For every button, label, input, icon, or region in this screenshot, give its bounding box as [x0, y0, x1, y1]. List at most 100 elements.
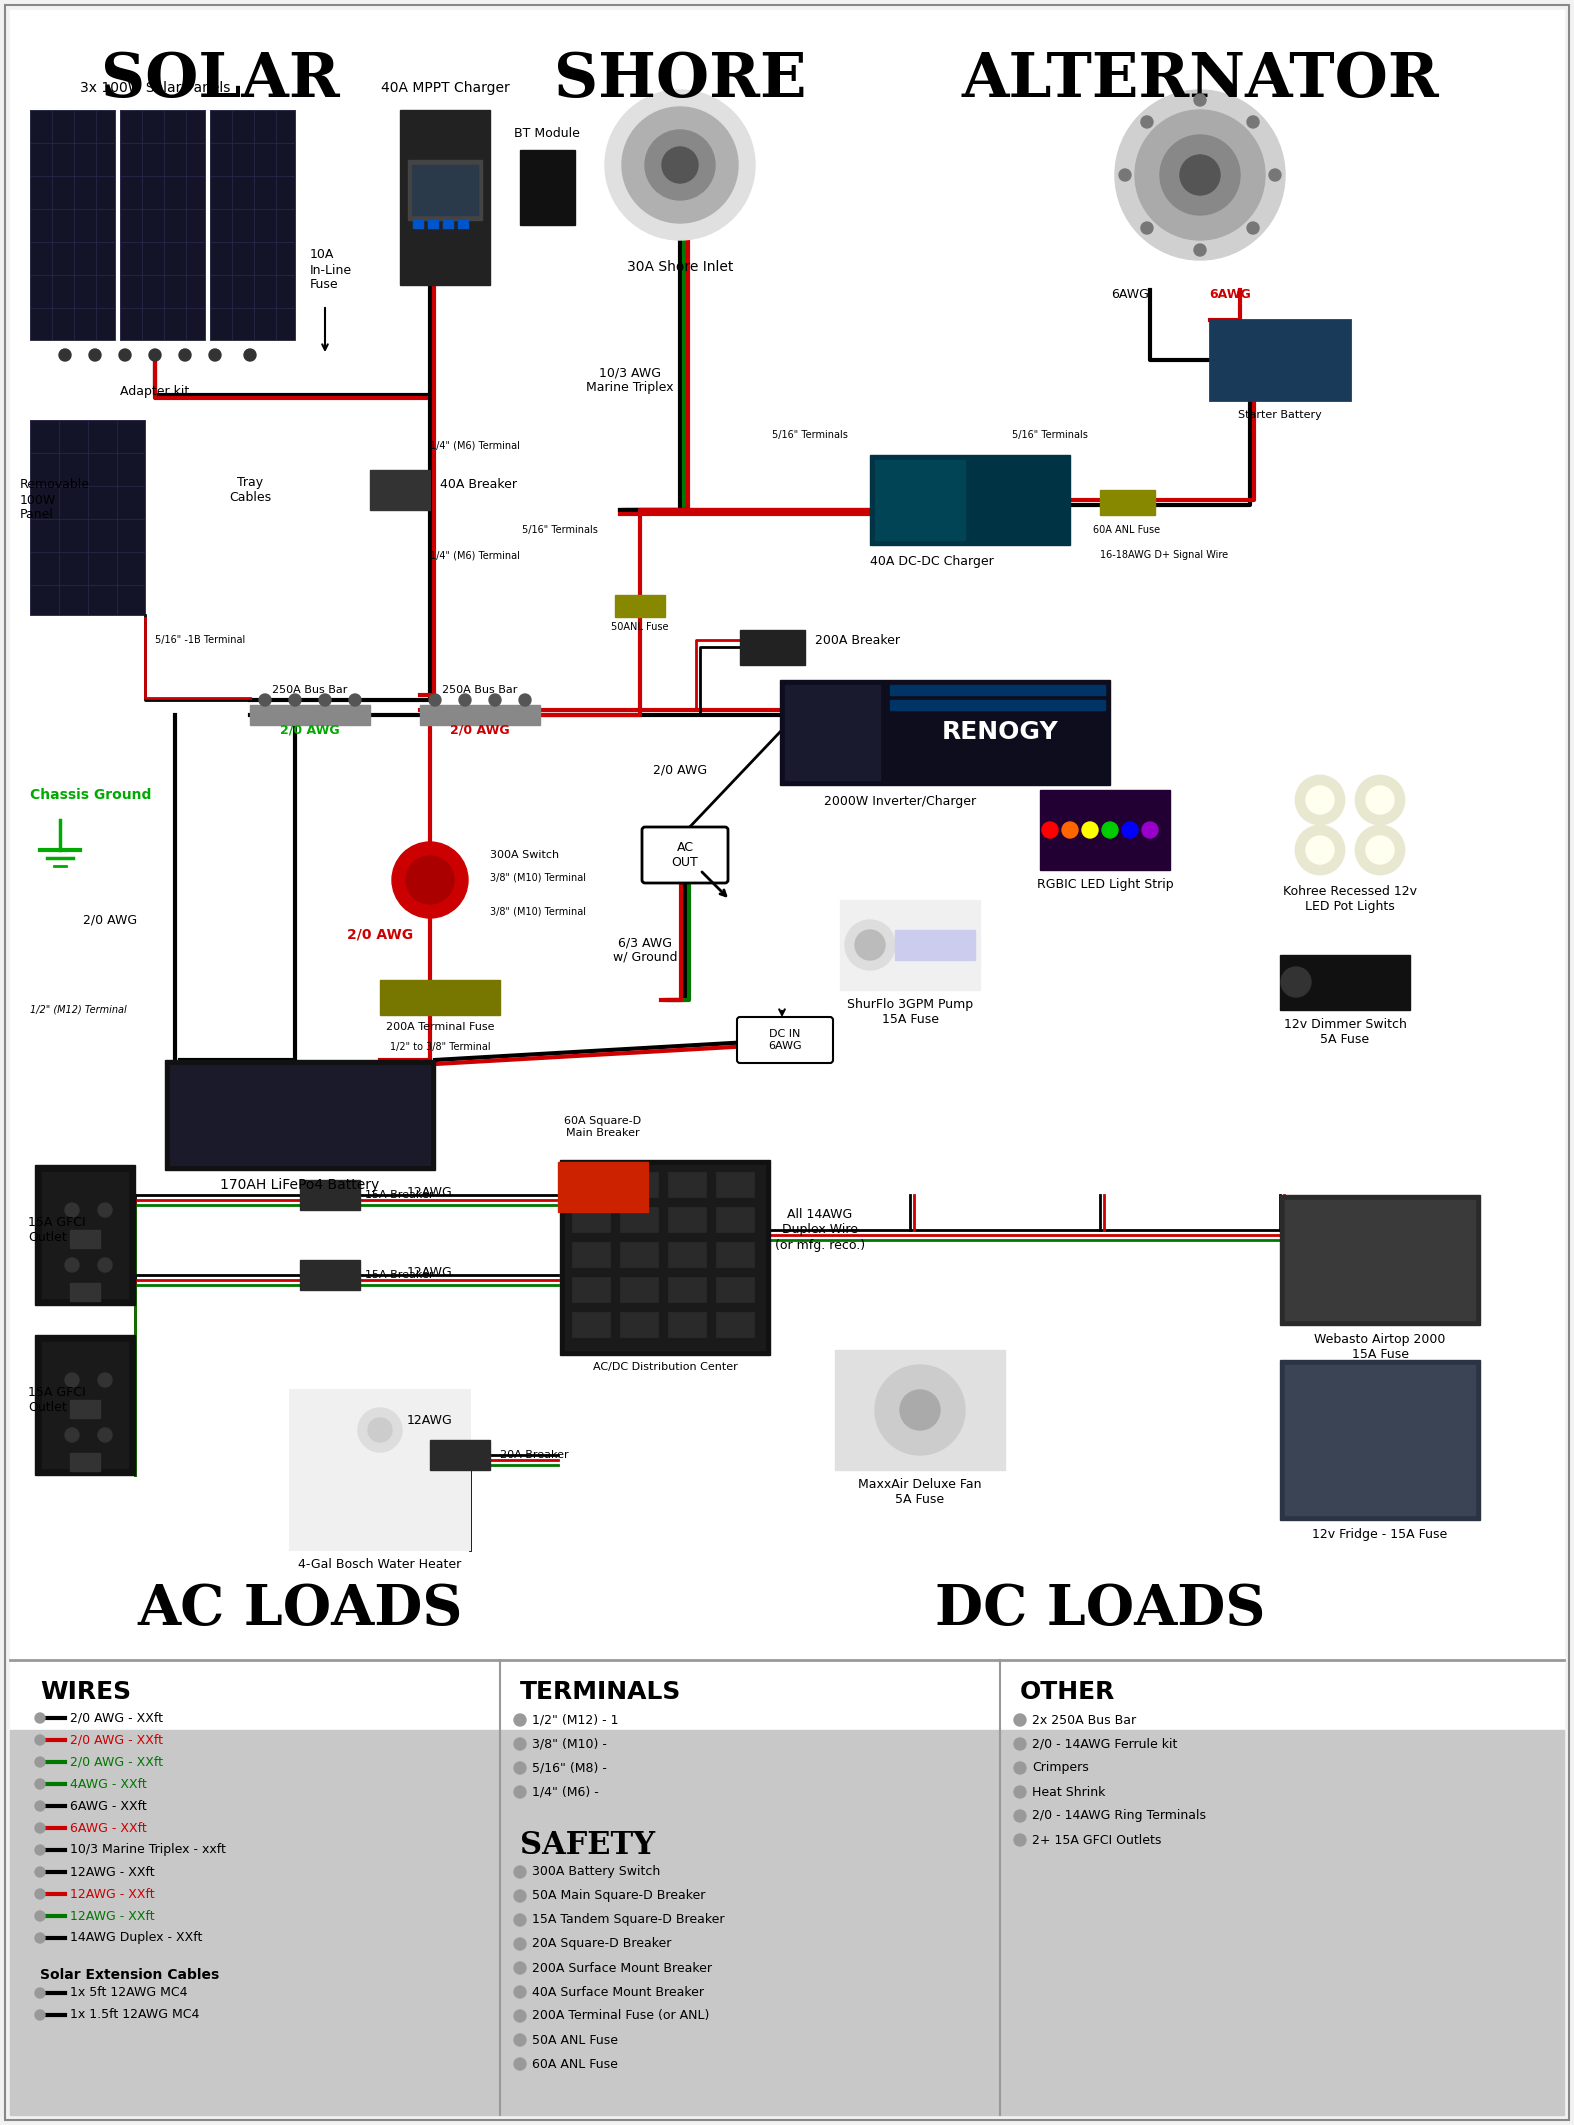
Circle shape — [357, 1409, 401, 1451]
Bar — [620, 1311, 658, 1337]
Circle shape — [35, 1757, 46, 1768]
Bar — [428, 221, 438, 227]
Text: 170AH LiFePo4 Battery: 170AH LiFePo4 Battery — [220, 1177, 379, 1192]
Circle shape — [1143, 822, 1158, 837]
Circle shape — [645, 130, 715, 200]
Text: 10/3 AWG
Marine Triplex: 10/3 AWG Marine Triplex — [586, 365, 674, 393]
Bar — [69, 1230, 101, 1247]
Circle shape — [1114, 89, 1284, 259]
Text: 5/16" Terminals: 5/16" Terminals — [1012, 429, 1088, 440]
Bar — [1100, 491, 1155, 514]
Bar — [9, 1730, 1565, 2114]
Circle shape — [855, 931, 885, 960]
Text: 1/2" (M12) - 1: 1/2" (M12) - 1 — [532, 1713, 619, 1726]
Text: 2/0 - 14AWG Ferrule kit: 2/0 - 14AWG Ferrule kit — [1033, 1738, 1177, 1751]
Bar — [69, 1454, 101, 1470]
Circle shape — [1160, 136, 1240, 215]
Bar — [716, 1173, 754, 1196]
Text: 2/0 AWG: 2/0 AWG — [83, 914, 137, 926]
Circle shape — [515, 1938, 526, 1951]
Bar — [430, 1441, 490, 1470]
Text: Crimpers: Crimpers — [1033, 1762, 1089, 1774]
Text: Webasto Airtop 2000
15A Fuse: Webasto Airtop 2000 15A Fuse — [1314, 1332, 1445, 1360]
Text: 2/0 AWG: 2/0 AWG — [280, 722, 340, 737]
Bar — [785, 684, 880, 780]
Bar — [1284, 1201, 1475, 1320]
Text: 2/0 AWG - XXft: 2/0 AWG - XXft — [69, 1711, 164, 1726]
Circle shape — [209, 348, 220, 361]
Circle shape — [1306, 835, 1335, 865]
Circle shape — [515, 2057, 526, 2070]
Bar — [412, 221, 423, 227]
Text: 15A GFCI
Outlet: 15A GFCI Outlet — [28, 1386, 85, 1413]
Bar — [620, 1173, 658, 1196]
Circle shape — [1247, 221, 1259, 234]
Bar — [412, 166, 478, 215]
Text: AC/DC Distribution Center: AC/DC Distribution Center — [593, 1362, 737, 1373]
Bar — [716, 1277, 754, 1303]
Text: 40A Breaker: 40A Breaker — [441, 478, 516, 491]
Bar — [35, 1164, 135, 1305]
Text: 6AWG - XXft: 6AWG - XXft — [69, 1821, 146, 1834]
Text: 2/0 AWG: 2/0 AWG — [346, 929, 412, 941]
Circle shape — [1366, 835, 1395, 865]
Circle shape — [900, 1390, 940, 1430]
Circle shape — [58, 348, 71, 361]
Circle shape — [65, 1258, 79, 1273]
Text: 40A MPPT Charger: 40A MPPT Charger — [381, 81, 510, 96]
Circle shape — [604, 89, 756, 240]
Text: SHORE: SHORE — [554, 51, 806, 110]
Circle shape — [1366, 786, 1395, 814]
Bar — [889, 699, 1105, 710]
Circle shape — [1081, 822, 1099, 837]
Circle shape — [65, 1428, 79, 1443]
Text: 3/8" (M10) -: 3/8" (M10) - — [532, 1738, 608, 1751]
Text: ALTERNATOR: ALTERNATOR — [962, 51, 1439, 110]
Circle shape — [1014, 1834, 1026, 1847]
Bar — [35, 1334, 135, 1475]
Circle shape — [515, 2010, 526, 2023]
Text: 12AWG: 12AWG — [408, 1266, 453, 1279]
Text: 1/4" (M6) -: 1/4" (M6) - — [532, 1785, 598, 1798]
Text: 5/16" Terminals: 5/16" Terminals — [773, 429, 848, 440]
Text: WIRES: WIRES — [39, 1681, 131, 1704]
Bar — [30, 421, 145, 614]
Bar — [69, 1400, 101, 1417]
Circle shape — [35, 1934, 46, 1942]
Text: 4AWG - XXft: 4AWG - XXft — [69, 1776, 146, 1791]
Text: 3/8" (M10) Terminal: 3/8" (M10) Terminal — [490, 873, 586, 884]
Text: 4-Gal Bosch Water Heater: 4-Gal Bosch Water Heater — [299, 1558, 461, 1570]
Circle shape — [98, 1258, 112, 1273]
Text: 2+ 15A GFCI Outlets: 2+ 15A GFCI Outlets — [1033, 1834, 1162, 1847]
Bar — [889, 684, 1105, 695]
Text: Tray
Cables: Tray Cables — [228, 476, 271, 504]
Text: 15A Breaker: 15A Breaker — [365, 1190, 433, 1201]
Text: 2/0 AWG: 2/0 AWG — [450, 722, 510, 737]
Text: 2/0 AWG: 2/0 AWG — [653, 763, 707, 776]
Circle shape — [98, 1203, 112, 1218]
Bar — [571, 1311, 611, 1337]
Bar — [620, 1207, 658, 1232]
Circle shape — [1014, 1785, 1026, 1798]
Text: 12AWG - XXft: 12AWG - XXft — [69, 1887, 154, 1900]
Text: RGBIC LED Light Strip: RGBIC LED Light Strip — [1037, 878, 1173, 890]
Text: Kohree Recessed 12v
LED Pot Lights: Kohree Recessed 12v LED Pot Lights — [1283, 884, 1417, 914]
Circle shape — [368, 1417, 392, 1443]
Text: 50A Main Square-D Breaker: 50A Main Square-D Breaker — [532, 1889, 705, 1902]
Bar — [571, 1241, 611, 1266]
Circle shape — [120, 348, 131, 361]
Bar — [1210, 321, 1350, 400]
Circle shape — [515, 1785, 526, 1798]
Circle shape — [35, 1734, 46, 1745]
Bar — [667, 1311, 707, 1337]
Circle shape — [35, 1889, 46, 1900]
Bar — [400, 110, 490, 285]
Text: 2000W Inverter/Charger: 2000W Inverter/Charger — [823, 795, 976, 808]
Text: 250A Bus Bar: 250A Bus Bar — [442, 684, 518, 695]
Circle shape — [515, 2034, 526, 2046]
Text: 30A Shore Inlet: 30A Shore Inlet — [626, 259, 733, 274]
Circle shape — [1195, 244, 1206, 255]
Bar — [896, 931, 974, 960]
Circle shape — [65, 1203, 79, 1218]
Circle shape — [490, 695, 501, 706]
